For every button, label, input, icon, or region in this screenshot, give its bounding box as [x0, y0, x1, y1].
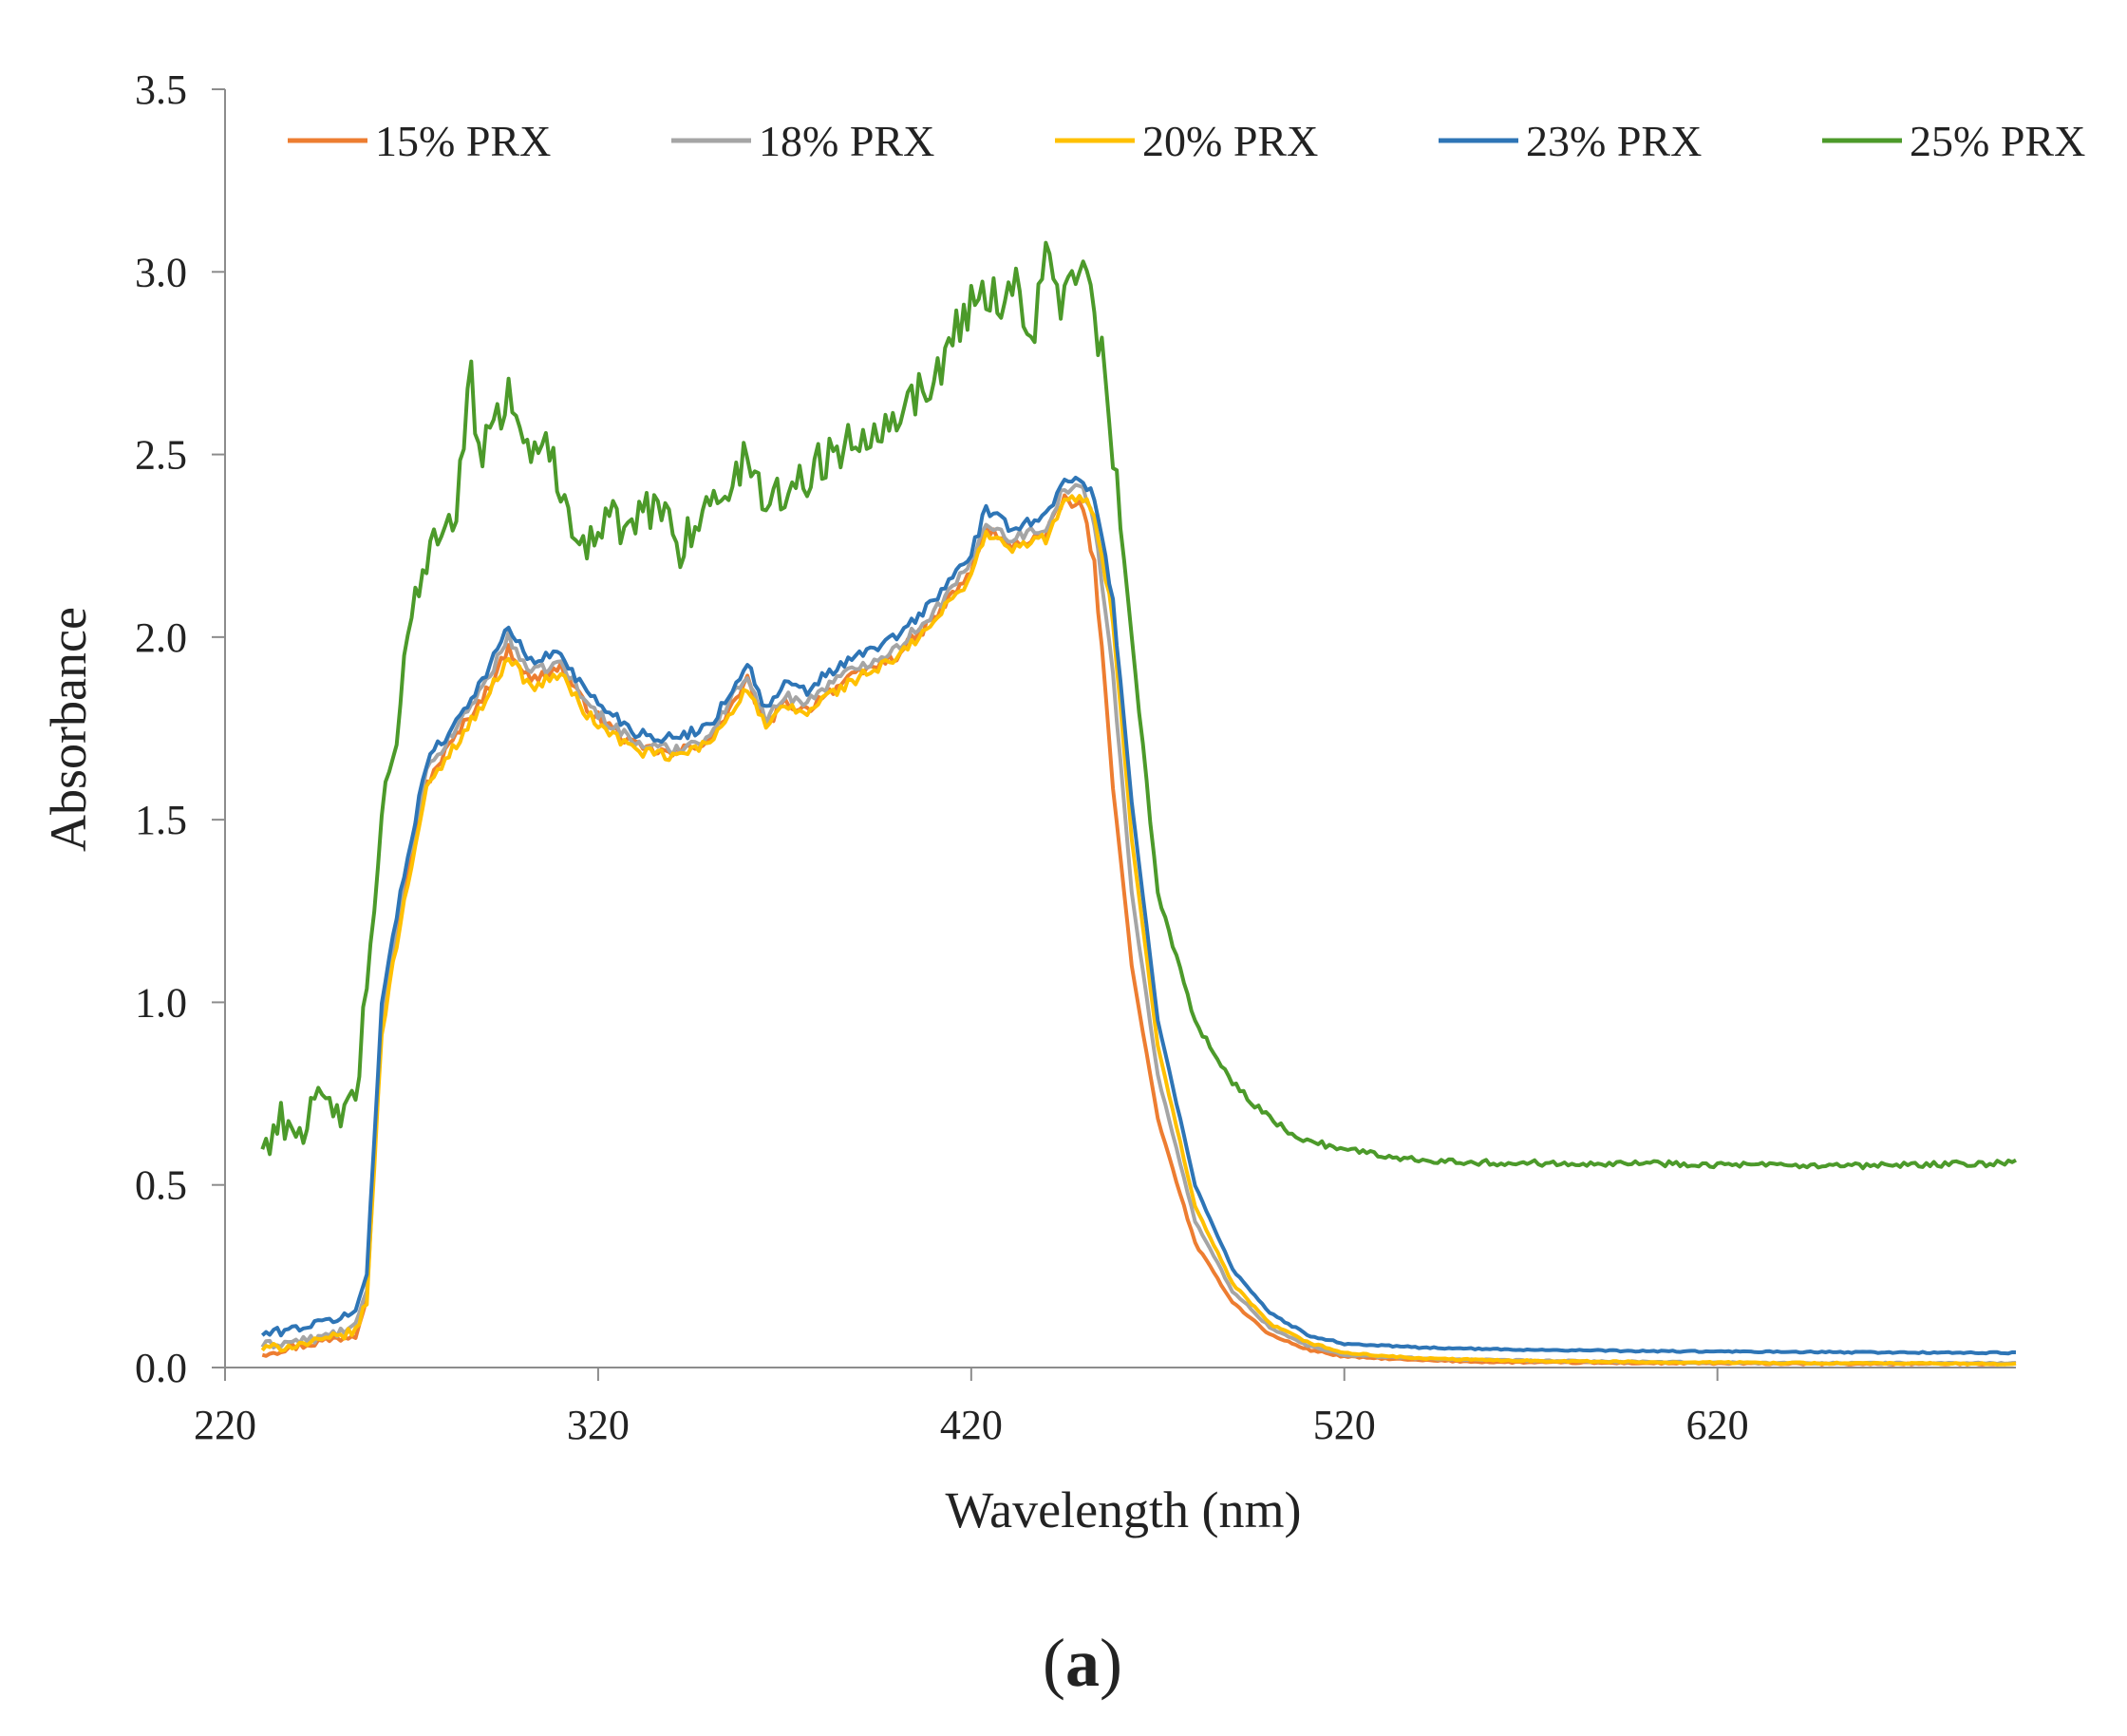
y-tick-label: 3.0: [135, 249, 187, 295]
legend-item: 25% PRX: [1822, 117, 2085, 165]
series-line-20-prx: [260, 494, 2017, 1367]
x-tick-label: 320: [567, 1402, 630, 1448]
y-tick-label: 0.0: [135, 1345, 187, 1391]
x-tick-label: 620: [1686, 1402, 1749, 1448]
y-tick-label: 1.0: [135, 979, 187, 1026]
legend-item: 23% PRX: [1439, 117, 1702, 165]
series-layer: [260, 240, 2017, 1367]
legend-label: 23% PRX: [1526, 117, 1702, 165]
series-line-23-prx: [260, 475, 2017, 1356]
axes-layer: 0.0 0.5 1.0 1.5 2.0 2.5 3.0 3.5 220 320 420 520 620: [135, 66, 2016, 1448]
x-tick-label: 420: [940, 1402, 1003, 1448]
y-tick-label: 3.5: [135, 66, 187, 113]
panel-label: (a): [1043, 1625, 1122, 1701]
series-line-25-prx: [260, 240, 2017, 1171]
y-tick-label: 2.5: [135, 432, 187, 479]
y-tick-label: 2.0: [135, 614, 187, 661]
legend-label: 15% PRX: [375, 117, 551, 165]
x-axis-title: Wavelength (nm): [945, 1481, 1301, 1538]
x-tick-label: 220: [194, 1402, 256, 1448]
series-line-18-prx: [260, 482, 2017, 1367]
legend: 15% PRX 18% PRX 20% PRX 23% PRX 25% PRX: [288, 117, 2085, 165]
legend-item: 15% PRX: [288, 117, 551, 165]
legend-item: 20% PRX: [1055, 117, 1318, 165]
legend-label: 18% PRX: [759, 117, 934, 165]
legend-item: 18% PRX: [671, 117, 934, 165]
legend-label: 20% PRX: [1142, 117, 1318, 165]
y-axis-title: Absorbance: [40, 607, 97, 852]
y-tick-label: 0.5: [135, 1162, 187, 1209]
x-tick-label: 520: [1313, 1402, 1376, 1448]
legend-label: 25% PRX: [1910, 117, 2085, 165]
series-line-15-prx: [261, 493, 2017, 1367]
y-tick-label: 1.5: [135, 797, 187, 843]
